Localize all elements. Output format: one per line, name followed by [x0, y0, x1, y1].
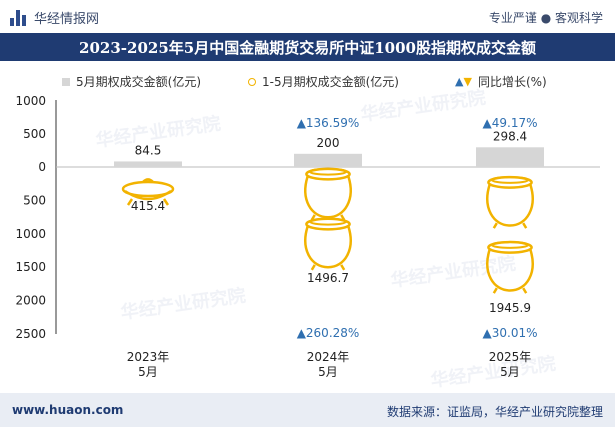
pot-cumulative — [121, 178, 175, 206]
pot-swatch-icon — [248, 77, 256, 86]
data-label-monthly: 84.5 — [135, 143, 162, 157]
x-tick-label: 2024年 — [307, 350, 350, 364]
growth-label-cumulative: ▲30.01% — [483, 326, 538, 340]
bar-monthly — [476, 147, 544, 167]
bar-monthly — [114, 161, 182, 167]
legend-label-growth: 同比增长(%) — [477, 75, 547, 89]
legend-label-monthly: 5月期权成交金额(亿元) — [76, 75, 201, 89]
pot-cumulative — [304, 217, 352, 271]
footer-url[interactable]: www.huaon.com — [12, 403, 124, 417]
legend-item-growth[interactable]: ▲ ▼ 同比增长(%) — [455, 73, 547, 90]
pot-cumulative — [486, 240, 534, 294]
bar-monthly — [294, 153, 362, 167]
legend-item-monthly[interactable]: 5月期权成交金额(亿元) — [62, 73, 201, 90]
chart-plot: 1000 500 0 500 1000 1500 2000 2500 84.5 200 298.4 4… — [15, 94, 600, 379]
legend-label-cumulative: 1-5月期权成交金额(亿元) — [262, 75, 399, 89]
bar-swatch-icon — [62, 77, 70, 86]
brand[interactable]: 华经情报网 — [10, 8, 99, 27]
growth-label-monthly: ▲136.59% — [297, 116, 360, 130]
data-label-cumulative: 415.4 — [131, 199, 165, 213]
x-tick-label: 5月 — [318, 365, 338, 379]
growth-label-cumulative: ▲260.28% — [297, 326, 360, 340]
data-label-monthly: 298.4 — [493, 129, 527, 143]
y-tick-label: 1500 — [15, 260, 46, 274]
top-bar: 华经情报网 专业严谨 ● 客观科学 — [0, 0, 615, 33]
tagline: 专业严谨 ● 客观科学 — [488, 11, 603, 25]
y-tick-label: 500 — [23, 127, 46, 141]
y-tick-label: 1000 — [15, 94, 46, 108]
y-tick-label: 500 — [23, 193, 46, 207]
data-label-cumulative: 1945.9 — [489, 301, 531, 315]
chart-title: 2023-2025年5月中国金融期货交易所中证1000股指期权成交金额 — [0, 33, 615, 61]
y-tick-label: 2500 — [15, 327, 46, 341]
x-tick-label: 5月 — [138, 365, 158, 379]
x-tick-label: 2025年 — [489, 350, 532, 364]
legend: 5月期权成交金额(亿元) 1-5月期权成交金额(亿元) ▲ ▼ 同比增长(%) — [0, 73, 615, 91]
y-tick-label: 1000 — [15, 227, 46, 241]
triangle-up-down-icon: ▲ ▼ — [455, 75, 472, 88]
legend-item-cumulative[interactable]: 1-5月期权成交金额(亿元) — [248, 73, 399, 90]
brand-name: 华经情报网 — [34, 12, 100, 27]
y-tick-label: 0 — [38, 160, 46, 174]
pot-cumulative — [486, 175, 534, 229]
x-tick-label: 2023年 — [127, 350, 170, 364]
bar-logo-icon — [10, 9, 28, 26]
footer-source: 数据来源：证监局，华经产业研究院整理 — [386, 405, 603, 419]
footer: www.huaon.com 数据来源：证监局，华经产业研究院整理 — [0, 393, 615, 427]
growth-label-monthly: ▲49.17% — [483, 116, 538, 130]
y-tick-label: 2000 — [15, 294, 46, 308]
x-tick-label: 5月 — [500, 365, 520, 379]
pot-cumulative — [304, 167, 352, 221]
data-label-cumulative: 1496.7 — [307, 271, 349, 285]
data-label-monthly: 200 — [317, 136, 340, 150]
